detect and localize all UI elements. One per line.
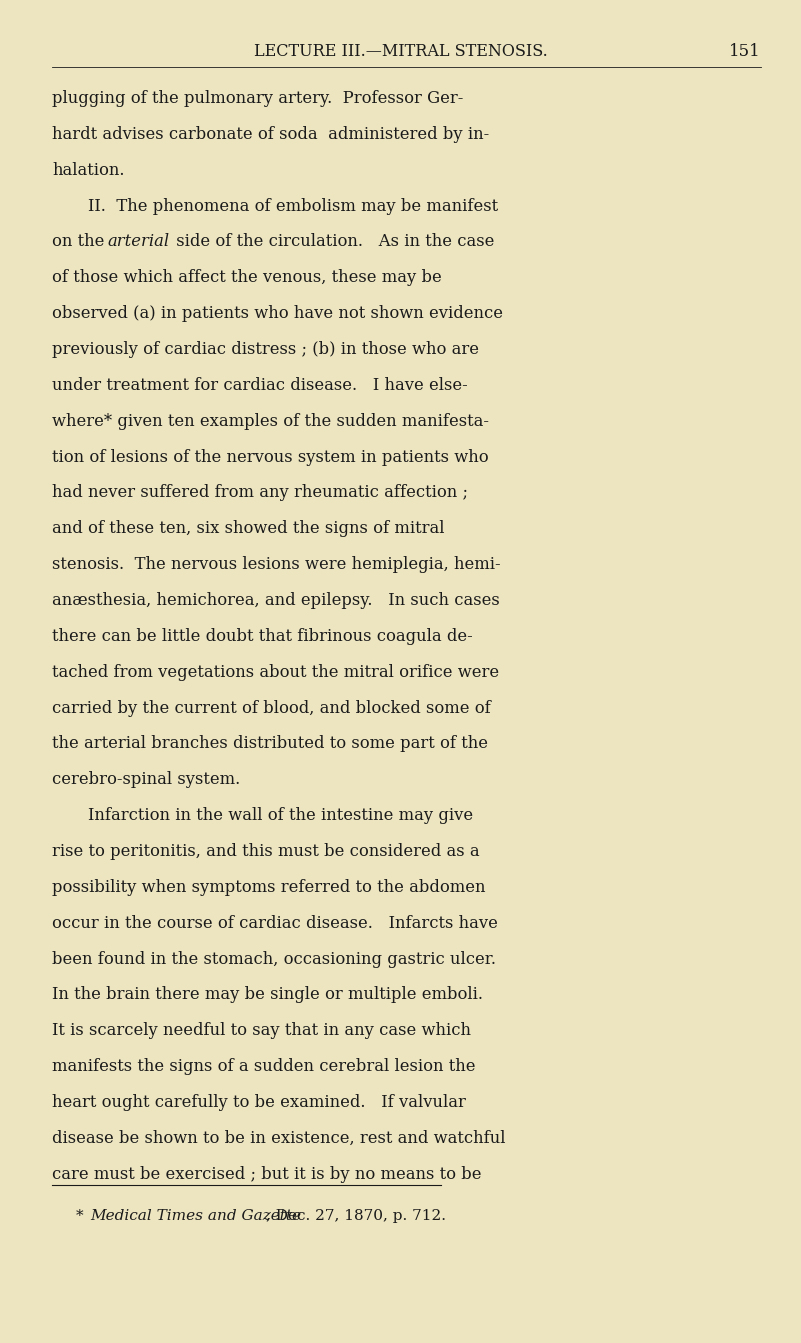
Text: occur in the course of cardiac disease.   Infarcts have: occur in the course of cardiac disease. … <box>52 915 498 932</box>
Text: , Dec. 27, 1870, p. 712.: , Dec. 27, 1870, p. 712. <box>267 1209 446 1222</box>
Text: hardt advises carbonate of soda  administered by in-: hardt advises carbonate of soda administ… <box>52 126 489 142</box>
Text: there can be little doubt that fibrinous coagula de-: there can be little doubt that fibrinous… <box>52 629 473 645</box>
Text: the arterial branches distributed to some part of the: the arterial branches distributed to som… <box>52 736 488 752</box>
Text: manifests the signs of a sudden cerebral lesion the: manifests the signs of a sudden cerebral… <box>52 1058 476 1076</box>
Text: halation.: halation. <box>52 161 125 179</box>
Text: carried by the current of blood, and blocked some of: carried by the current of blood, and blo… <box>52 700 491 717</box>
Text: Infarction in the wall of the intestine may give: Infarction in the wall of the intestine … <box>88 807 473 825</box>
Text: disease be shown to be in existence, rest and watchful: disease be shown to be in existence, res… <box>52 1129 505 1147</box>
Text: possibility when symptoms referred to the abdomen: possibility when symptoms referred to th… <box>52 878 485 896</box>
Text: tached from vegetations about the mitral orifice were: tached from vegetations about the mitral… <box>52 663 499 681</box>
Text: on the: on the <box>52 234 110 250</box>
Text: had never suffered from any rheumatic affection ;: had never suffered from any rheumatic af… <box>52 485 468 501</box>
Text: anæsthesia, hemichorea, and epilepsy.   In such cases: anæsthesia, hemichorea, and epilepsy. In… <box>52 592 500 608</box>
Text: care must be exercised ; but it is by no means to be: care must be exercised ; but it is by no… <box>52 1166 481 1183</box>
Text: previously of cardiac distress ; (b) in those who are: previously of cardiac distress ; (b) in … <box>52 341 479 359</box>
Text: rise to peritonitis, and this must be considered as a: rise to peritonitis, and this must be co… <box>52 843 480 860</box>
Text: observed (a) in patients who have not shown evidence: observed (a) in patients who have not sh… <box>52 305 503 322</box>
Text: and of these ten, six showed the signs of mitral: and of these ten, six showed the signs o… <box>52 520 445 537</box>
Text: cerebro-spinal system.: cerebro-spinal system. <box>52 771 240 788</box>
Text: side of the circulation.   As in the case: side of the circulation. As in the case <box>171 234 495 250</box>
Text: stenosis.  The nervous lesions were hemiplegia, hemi-: stenosis. The nervous lesions were hemip… <box>52 556 501 573</box>
Text: Medical Times and Gazette: Medical Times and Gazette <box>91 1209 301 1222</box>
Text: arterial: arterial <box>108 234 170 250</box>
Text: under treatment for cardiac disease.   I have else-: under treatment for cardiac disease. I h… <box>52 377 468 393</box>
Text: LECTURE III.—MITRAL STENOSIS.: LECTURE III.—MITRAL STENOSIS. <box>254 43 547 60</box>
Text: In the brain there may be single or multiple emboli.: In the brain there may be single or mult… <box>52 986 483 1003</box>
Text: 151: 151 <box>729 43 761 60</box>
Text: *: * <box>76 1209 89 1222</box>
Text: of those which affect the venous, these may be: of those which affect the venous, these … <box>52 269 442 286</box>
Text: where* given ten examples of the sudden manifesta-: where* given ten examples of the sudden … <box>52 412 489 430</box>
Text: plugging of the pulmonary artery.  Professor Ger-: plugging of the pulmonary artery. Profes… <box>52 90 464 107</box>
Text: tion of lesions of the nervous system in patients who: tion of lesions of the nervous system in… <box>52 449 489 466</box>
Text: heart ought carefully to be examined.   If valvular: heart ought carefully to be examined. If… <box>52 1095 466 1111</box>
Text: been found in the stomach, occasioning gastric ulcer.: been found in the stomach, occasioning g… <box>52 951 496 967</box>
Text: II.  The phenomena of embolism may be manifest: II. The phenomena of embolism may be man… <box>88 197 498 215</box>
Text: It is scarcely needful to say that in any case which: It is scarcely needful to say that in an… <box>52 1022 471 1039</box>
